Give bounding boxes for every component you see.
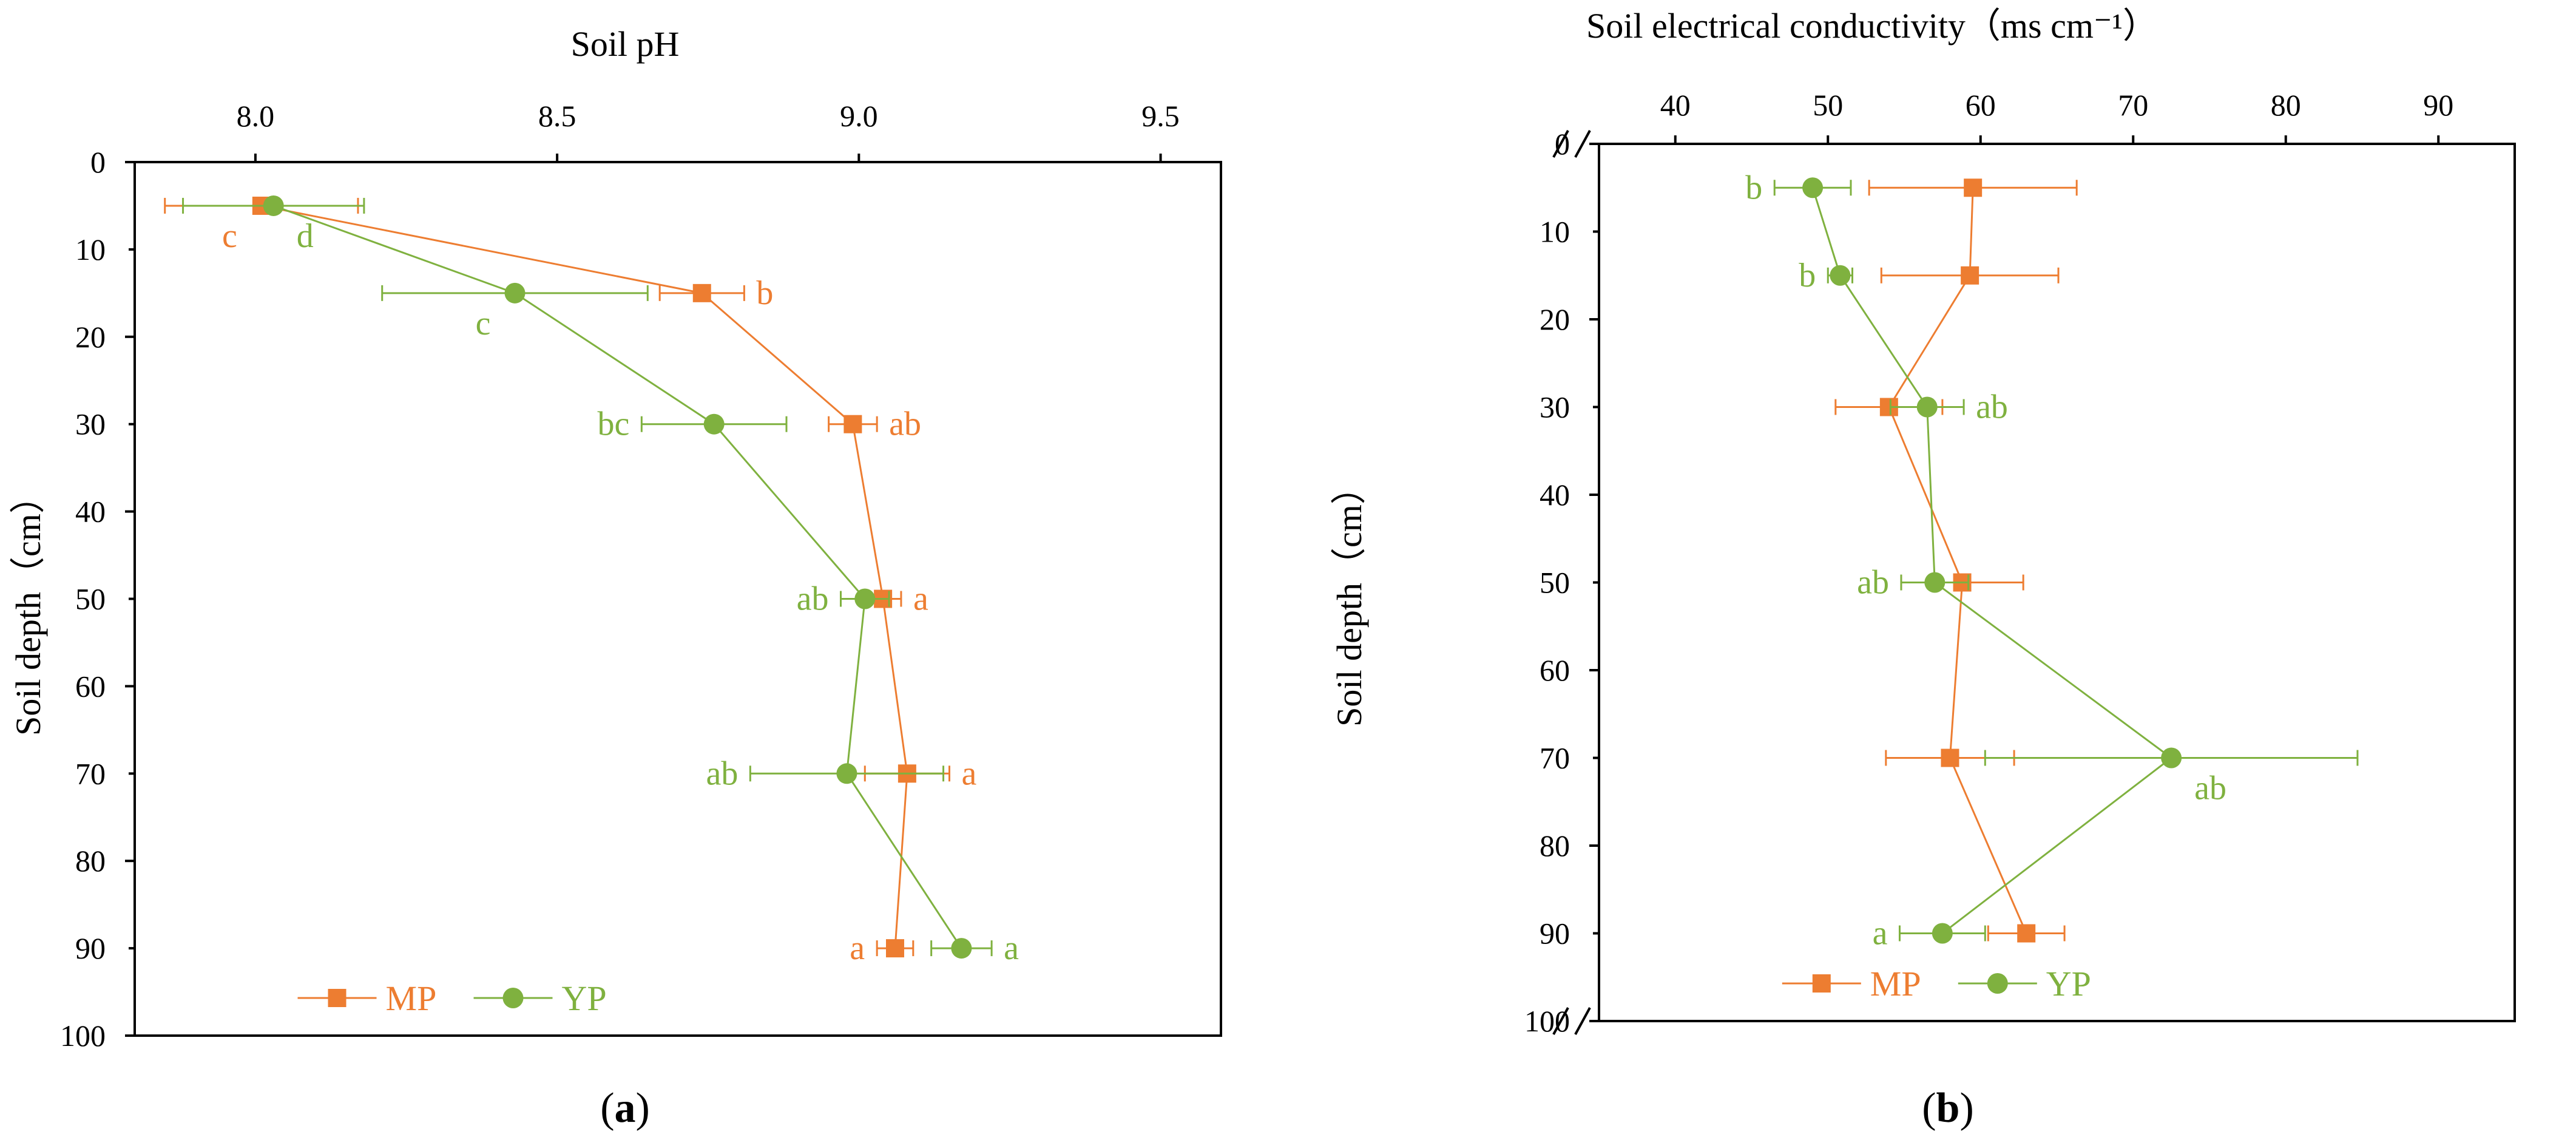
x-tick-label: 50 [1813,88,1843,122]
panel-b-label: (b) [1922,1085,1974,1132]
x-tick-label: 40 [1660,88,1691,122]
y-tick-label: 60 [1540,653,1570,687]
axis-break-mask [1558,138,1585,150]
significance-letter: c [222,217,237,255]
y-tick-label: 50 [1540,566,1570,600]
x-tick-label: 8.5 [538,99,576,133]
y-tick-label: 10 [1540,215,1570,249]
y-tick-label: 20 [75,320,106,354]
series-line-yp [273,205,962,949]
series-line-yp [1811,187,2173,934]
panel-b-ylabel: Soil depth（cm） [1330,469,1369,727]
significance-letter: d [297,217,314,255]
data-point-yp [836,763,857,784]
data-point-yp [263,195,284,216]
data-point-yp [504,282,526,304]
legend-label-mp: MP [386,979,437,1018]
data-point-yp [703,413,725,435]
y-tick-label: 60 [75,669,106,703]
significance-letter: ab [1976,389,2008,426]
panel-a-ylabel: Soil depth（cm） [8,478,48,736]
significance-letter: a [850,929,865,967]
significance-letter: ab [889,406,921,443]
legend-label-yp: YP [2046,964,2091,1003]
y-tick-label: 10 [75,232,106,266]
y-tick-label: 40 [1540,478,1570,512]
data-point-yp [854,588,876,609]
significance-letter: a [962,755,977,792]
significance-letter: a [913,580,928,618]
series-line-mp [1888,188,2027,934]
axis-break-mark [1574,1007,1591,1035]
legend-marker-mp [328,989,347,1007]
x-tick-label: 9.5 [1141,99,1180,133]
y-tick-label: 30 [1540,390,1570,424]
data-point-yp [1916,396,1938,418]
significance-letter: ab [2194,770,2226,807]
x-tick-label: 70 [2118,88,2148,122]
x-tick-label: 9.0 [840,99,878,133]
y-tick-label: 20 [1540,302,1570,336]
significance-letter: a [1873,915,1888,952]
panel-a-chart: Soil pH Soil depth（cm） (a) 8.0 8.5 9.0 9.5 0… [8,24,1222,1132]
axis-break-mark [1552,130,1569,158]
y-tick-label: 30 [75,407,106,441]
y-tick-label: 90 [75,931,106,965]
y-tick-label: 100 [60,1019,106,1053]
y-tick-label: 80 [75,844,106,878]
data-point-mp [692,283,711,302]
significance-letter: bc [597,406,629,443]
significance-letter: ab [1857,564,1889,602]
axis-break-mask [1558,1015,1585,1027]
legend-marker-yp [502,988,524,1008]
data-point-yp [2161,747,2182,769]
panel-a-label-letter: a [615,1085,636,1132]
panel-b-chart: Soil electrical conductivity（ms cm⁻¹） So… [1330,6,2516,1132]
y-tick-label: 0 [1555,127,1570,161]
panel-a-label: (a) [600,1085,650,1132]
significance-letter: a [1004,929,1019,967]
data-point-mp [1961,266,1979,285]
panel-a-title: Soil pH [571,24,680,64]
data-point-mp [1941,748,1959,767]
significance-letter: b [1799,257,1816,294]
panel-b-label-letter: b [1936,1085,1960,1132]
y-tick-label: 100 [1524,1004,1570,1038]
data-point-yp [1802,177,1824,199]
y-tick-label: 70 [1540,741,1570,775]
significance-letter: c [476,305,491,342]
significance-letter: b [756,274,773,312]
y-tick-label: 40 [75,495,106,529]
data-point-yp [1932,923,1953,944]
legend-marker-yp [1987,973,2008,994]
data-point-mp [886,939,904,958]
data-point-mp [1964,178,1983,197]
axis-break-mark [1552,1007,1569,1035]
series-line-mp [261,205,908,949]
x-tick-label: 90 [2423,88,2453,122]
significance-letter: ab [706,755,738,792]
y-tick-label: 80 [1540,829,1570,863]
data-point-yp [951,938,972,959]
y-tick-label: 70 [75,756,106,790]
legend-marker-mp [1812,974,1831,993]
axis-break-mark [1574,130,1591,158]
y-tick-label: 0 [90,145,106,179]
y-tick-label: 90 [1540,917,1570,951]
data-point-mp [2017,924,2036,943]
x-tick-label: 8.0 [237,99,275,133]
y-tick-label: 50 [75,582,106,616]
data-point-yp [1830,265,1851,286]
data-point-mp [843,415,862,433]
panel-b-title: Soil electrical conductivity（ms cm⁻¹） [1586,6,2158,46]
x-tick-label: 60 [1966,88,1996,122]
significance-letter: b [1745,169,1762,206]
legend-label-mp: MP [1870,964,1921,1003]
legend-label-yp: YP [562,979,607,1018]
x-tick-label: 80 [2271,88,2301,122]
data-point-yp [1924,572,1946,593]
significance-letter: ab [797,580,829,618]
